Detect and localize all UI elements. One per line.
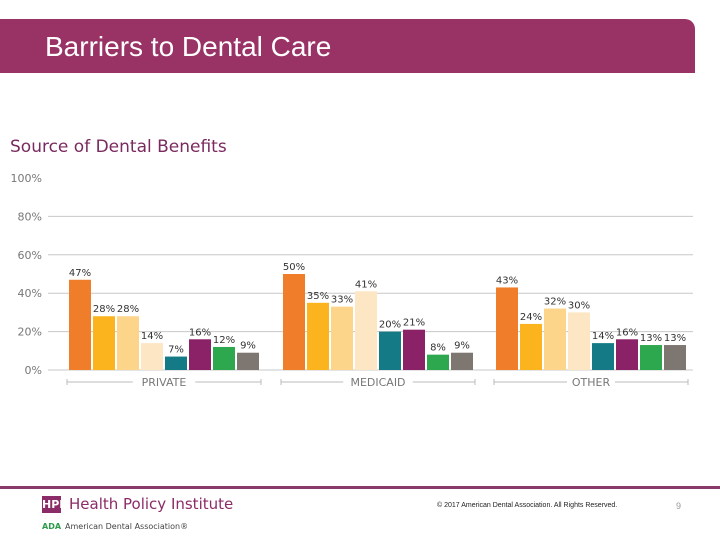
data-label: 7% <box>168 345 184 356</box>
bar <box>237 352 259 370</box>
bar <box>544 308 566 370</box>
bar <box>307 302 329 370</box>
bar <box>427 354 449 370</box>
data-label: 20% <box>379 320 401 331</box>
hpi-name: Health Policy Institute <box>69 495 234 513</box>
data-label: 14% <box>141 331 163 342</box>
bar <box>165 356 187 370</box>
bar <box>592 343 614 370</box>
bar <box>117 316 139 370</box>
bar <box>664 345 686 370</box>
bar <box>141 343 163 370</box>
bar <box>93 316 115 370</box>
category-label: PRIVATE <box>142 376 187 389</box>
y-tick-label: 100% <box>11 172 42 185</box>
bar <box>355 291 377 370</box>
bar <box>283 274 305 370</box>
data-label: 13% <box>640 333 662 344</box>
bar <box>379 331 401 370</box>
category-label: OTHER <box>572 376 611 389</box>
bar <box>213 346 235 370</box>
data-label: 16% <box>616 327 638 338</box>
data-label: 50% <box>283 262 305 273</box>
data-label: 30% <box>568 300 590 311</box>
chart-title: Source of Dental Benefits <box>10 137 227 157</box>
category-label: MEDICAID <box>350 376 405 389</box>
data-label: 9% <box>454 341 470 352</box>
slide-title: Barriers to Dental Care <box>45 31 332 62</box>
y-tick-label: 80% <box>18 210 42 223</box>
data-label: 28% <box>117 304 139 315</box>
data-label: 16% <box>189 327 211 338</box>
bar-chart: 0%20%40%60%80%100%47%28% 28%14%7%16%12%9%… <box>11 172 693 389</box>
copyright-text: © 2017 American Dental Association. All … <box>437 502 618 509</box>
bar <box>496 287 518 370</box>
y-tick-label: 60% <box>18 249 42 262</box>
bar <box>69 279 91 370</box>
data-label: 32% <box>544 297 566 308</box>
data-label: 35% <box>307 291 329 302</box>
data-label: 21% <box>403 318 425 329</box>
data-label: 24% <box>520 312 542 323</box>
bar <box>640 345 662 370</box>
bar <box>616 339 638 370</box>
data-label: 28% <box>93 304 115 315</box>
bar <box>568 312 590 370</box>
data-label: 8% <box>430 343 446 354</box>
y-tick-label: 20% <box>18 326 42 339</box>
ada-name: American Dental Association® <box>65 522 189 531</box>
bar <box>403 329 425 370</box>
hpi-logo-icon: HPI <box>42 496 64 513</box>
data-label: 33% <box>331 295 353 306</box>
data-label: 14% <box>592 331 614 342</box>
data-label: 47% <box>69 268 91 279</box>
page-number: 9 <box>676 501 682 511</box>
data-label: 13% <box>664 333 686 344</box>
bar <box>189 339 211 370</box>
bar <box>331 306 353 370</box>
y-tick-label: 0% <box>25 364 42 377</box>
bar <box>520 323 542 370</box>
bar <box>451 352 473 370</box>
data-label: 12% <box>213 335 235 346</box>
data-label: 43% <box>496 275 518 286</box>
data-label: 41% <box>355 279 377 290</box>
footer-divider <box>0 486 720 489</box>
y-tick-label: 40% <box>18 287 42 300</box>
title-bar: Barriers to Dental Care <box>0 19 695 73</box>
data-label: 9% <box>240 341 256 352</box>
ada-logo-icon: ADA <box>42 522 62 531</box>
